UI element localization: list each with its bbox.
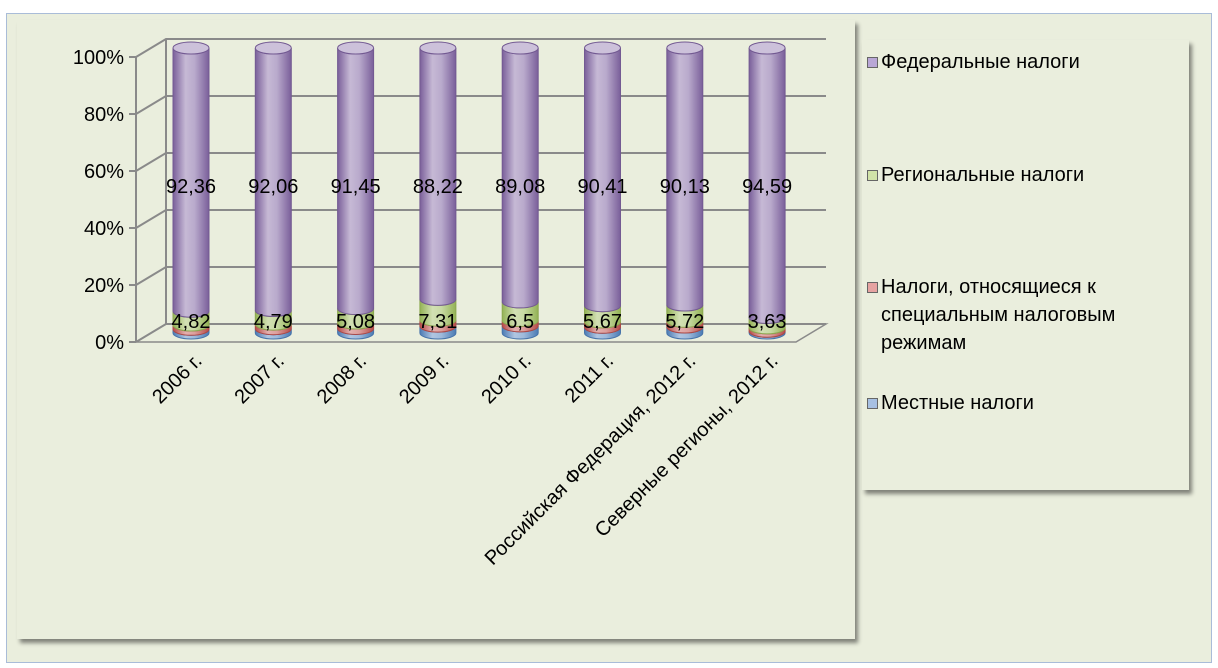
gridlines: [133, 38, 829, 343]
data-label-regional: 7,31: [418, 311, 457, 333]
x-tick-label: 2010 г.: [477, 350, 535, 408]
cylinder: [748, 41, 786, 340]
legend-swatch-regional: [867, 170, 878, 181]
y-tick-label: 0%: [95, 332, 124, 354]
cylinder-top: [501, 41, 539, 55]
x-tick-label: 2008 г.: [313, 350, 371, 408]
chart-floor: [133, 323, 829, 343]
cylinder: [337, 41, 375, 340]
legend-swatch-federal: [867, 57, 878, 68]
legend-swatch-special: [867, 282, 878, 293]
y-tick-label: 100%: [73, 47, 124, 69]
data-labels: 4,82 92,36 4,79 92,06 5,08 91,45 7,31 88,22 6,5 8…: [166, 176, 792, 333]
x-tick-label: 2011 г.: [561, 350, 618, 407]
legend-label-regional: Региональные налоги: [881, 164, 1085, 186]
cylinder-top: [584, 41, 621, 55]
cylinder-top: [172, 41, 210, 55]
data-label-federal: 88,22: [413, 176, 463, 198]
y-tick-label: 60%: [84, 161, 124, 183]
gridline: [135, 323, 826, 343]
data-label-federal: 94,59: [742, 176, 792, 198]
gridline: [135, 209, 826, 229]
y-axis: 0% 20% 40% 60% 80% 100%: [73, 47, 137, 354]
legend-label-federal: Федеральные налоги: [881, 51, 1080, 73]
cylinder: [584, 41, 621, 340]
cylinder: [501, 41, 539, 340]
gridline: [135, 38, 826, 58]
data-label-federal: 92,36: [166, 176, 216, 198]
cylinder: [172, 41, 210, 340]
legend-label-local: Местные налоги: [881, 392, 1034, 414]
data-label-federal: 92,06: [248, 176, 298, 198]
x-tick-label: 2006 г.: [148, 350, 206, 408]
data-label-federal: 90,13: [660, 176, 710, 198]
legend-swatch-local: [867, 398, 878, 409]
data-label-regional: 4,82: [172, 311, 211, 333]
gridline: [135, 266, 826, 286]
cylinder: [419, 41, 457, 340]
cylinder: [666, 41, 704, 340]
cylinder-top: [748, 41, 786, 55]
data-label-regional: 4,79: [254, 311, 293, 333]
data-label-regional: 5,08: [336, 311, 375, 333]
cylinder: [254, 41, 292, 340]
data-label-regional: 3,63: [748, 311, 787, 333]
data-label-regional: 5,67: [583, 311, 622, 333]
gridline: [135, 95, 826, 115]
gridline: [135, 152, 826, 172]
y-tick-label: 20%: [84, 275, 124, 297]
data-label-federal: 89,08: [495, 176, 545, 198]
legend-label-special: Налоги, относящиеся к специальным налого…: [881, 276, 1116, 354]
cylinder-top: [337, 41, 375, 55]
cylinder-top: [419, 41, 457, 55]
cylinder-top: [666, 41, 704, 55]
data-label-federal: 90,41: [577, 176, 627, 198]
y-tick-label: 40%: [84, 218, 124, 240]
data-label-regional: 6,5: [506, 311, 534, 333]
cylinders: [172, 41, 786, 340]
x-tick-label: 2009 г.: [395, 350, 453, 408]
data-label-federal: 91,45: [331, 176, 381, 198]
data-label-regional: 5,72: [665, 311, 704, 333]
legend-panel: [862, 40, 1189, 490]
x-tick-label: 2007 г.: [231, 350, 289, 408]
cylinder-top: [254, 41, 292, 55]
y-tick-label: 80%: [84, 104, 124, 126]
